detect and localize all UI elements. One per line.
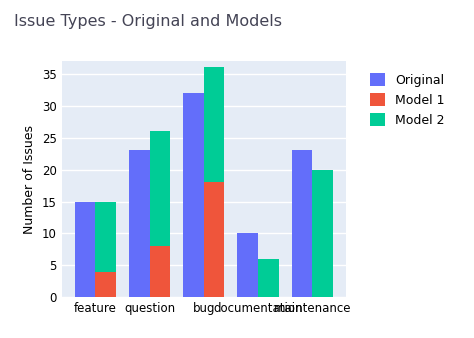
- Bar: [95, 201, 116, 272]
- Bar: [149, 246, 170, 297]
- Y-axis label: Number of Issues: Number of Issues: [23, 125, 36, 234]
- Bar: [204, 67, 225, 182]
- Bar: [183, 93, 204, 297]
- Bar: [129, 150, 149, 297]
- Bar: [258, 259, 279, 297]
- Bar: [149, 131, 170, 246]
- Text: Issue Types - Original and Models: Issue Types - Original and Models: [14, 14, 282, 28]
- Bar: [258, 259, 279, 297]
- Legend: Original, Model 1, Model 2: Original, Model 1, Model 2: [364, 67, 451, 133]
- Bar: [237, 234, 258, 297]
- Bar: [204, 182, 225, 297]
- Bar: [292, 150, 312, 297]
- Bar: [312, 170, 333, 297]
- Bar: [95, 272, 116, 297]
- Bar: [74, 201, 95, 297]
